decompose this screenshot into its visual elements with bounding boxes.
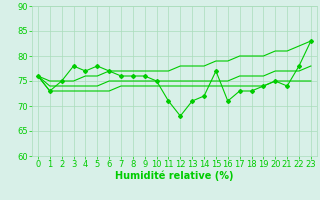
X-axis label: Humidité relative (%): Humidité relative (%) [115, 171, 234, 181]
